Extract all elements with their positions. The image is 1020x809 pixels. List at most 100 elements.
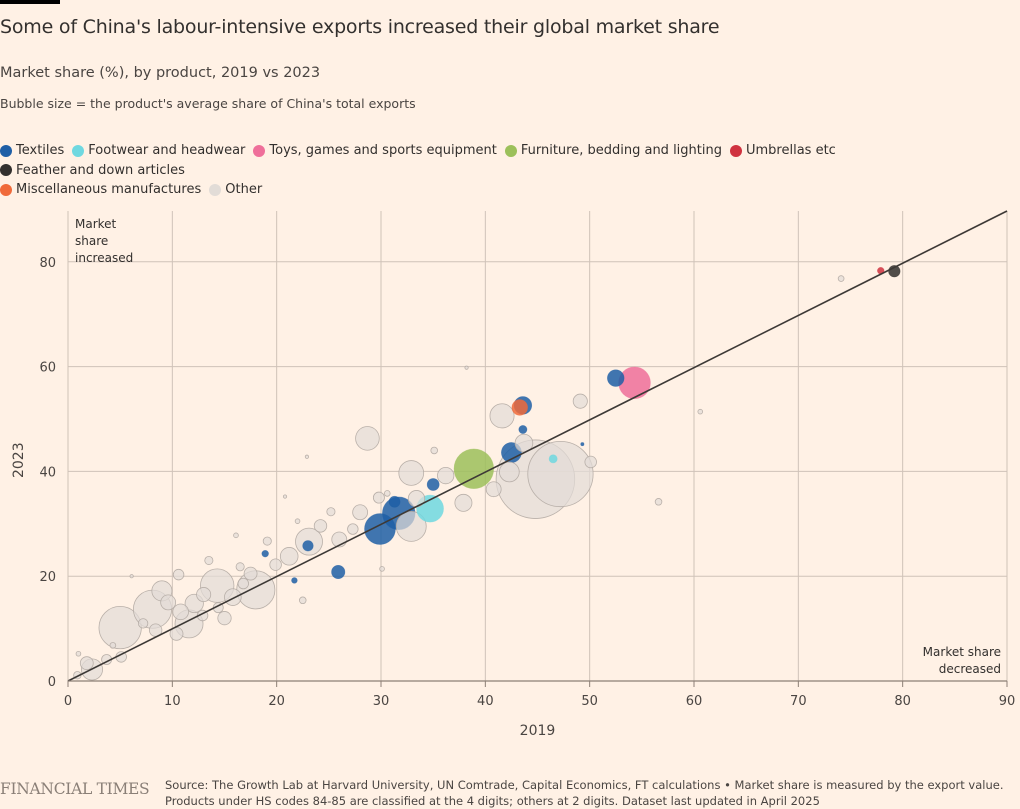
legend-item-umbrellas: Umbrellas etc <box>730 142 836 159</box>
bubble-textiles <box>607 369 625 387</box>
bubbles <box>73 265 901 681</box>
bubble-textiles <box>291 577 298 584</box>
bubble-chart: 0 10 20 30 40 50 60 70 80 90 0 20 40 60 80 Market share… <box>11 210 1016 739</box>
bubble-textiles <box>261 550 269 558</box>
bubble-other <box>383 490 391 497</box>
bubble-other <box>430 446 438 455</box>
x-axis-title: 2019 <box>520 723 556 739</box>
legend-item-textiles: Textiles <box>0 142 64 159</box>
legend: Textiles Footwear and headwear Toys, games… <box>0 142 1010 201</box>
x-tick-label: 60 <box>686 694 703 709</box>
legend-label: Umbrellas etc <box>746 143 836 158</box>
bubble-other <box>527 440 594 508</box>
x-tick-label: 10 <box>164 694 181 709</box>
bubble-other <box>437 466 455 485</box>
bubble-other <box>224 588 242 606</box>
bubble-other <box>160 594 177 611</box>
annotation-line: decreased <box>939 662 1001 676</box>
bubble-other <box>298 596 307 605</box>
legend-swatch-footwear <box>72 144 85 157</box>
legend-swatch-furniture <box>504 144 517 157</box>
bubble-other <box>584 455 597 469</box>
bubble-other <box>347 523 359 535</box>
legend-swatch-feather <box>0 164 12 176</box>
bubble-misc <box>511 399 528 416</box>
annotation-line: share <box>75 234 108 248</box>
legend-item-misc: Miscellaneous manufactures <box>0 181 201 198</box>
bubble-other <box>217 611 232 626</box>
bubble-size-note: Bubble size = the product's average shar… <box>0 96 416 111</box>
x-tick-label: 90 <box>999 694 1016 709</box>
legend-item-furniture: Furniture, bedding and lighting <box>504 142 722 159</box>
bubble-other <box>313 519 328 533</box>
bubble-textiles <box>388 495 401 508</box>
annotation-line: increased <box>75 251 133 265</box>
bubble-other <box>485 481 502 498</box>
bubble-footwear <box>548 454 558 464</box>
bubble-textiles <box>426 478 440 491</box>
x-tick-label: 30 <box>373 694 390 709</box>
bubble-other <box>282 494 288 499</box>
bubble-textiles <box>518 425 528 434</box>
y-tick-label: 0 <box>48 675 56 690</box>
bubble-other <box>489 403 515 429</box>
source-note: Source: The Growth Lab at Harvard Univer… <box>165 778 1004 808</box>
bubble-other <box>654 498 663 506</box>
legend-label: Feather and down articles <box>16 162 185 178</box>
bubble-other <box>304 454 309 459</box>
y-tick-label: 20 <box>39 570 56 585</box>
bubble-other <box>697 408 704 415</box>
bubble-other <box>262 536 272 546</box>
reference-line-group <box>67 210 1008 682</box>
bubble-furniture <box>453 448 494 489</box>
bubble-other <box>464 365 469 370</box>
annotation-market-share-decreased: Market share decreased <box>923 645 1001 676</box>
legend-swatch-misc <box>0 183 12 196</box>
legend-label: Other <box>225 182 263 197</box>
bubble-other <box>294 518 301 524</box>
bubble-textiles <box>580 442 585 447</box>
y-axis-title: 2023 <box>11 442 27 478</box>
legend-item-toys: Toys, games and sports equipment <box>253 142 497 159</box>
bubble-other <box>196 587 212 603</box>
bubble-other <box>109 642 117 649</box>
bubble-other <box>454 493 473 512</box>
bubble-toys <box>618 366 651 400</box>
bubble-other <box>79 656 94 671</box>
bubble-other <box>269 558 282 571</box>
bubble-other <box>572 393 588 409</box>
x-tick-label: 40 <box>477 694 494 709</box>
bubble-textiles <box>331 565 346 580</box>
legend-swatch-umbrellas <box>730 144 742 157</box>
bubble-other <box>326 507 336 517</box>
x-tick-label: 0 <box>64 694 72 709</box>
legend-swatch-other <box>209 183 222 196</box>
bubble-other <box>172 603 189 621</box>
bubble-other <box>355 426 380 451</box>
annotation-line: Market <box>75 217 117 231</box>
legend-item-feather: Feather and down articles <box>0 162 185 179</box>
bubble-other <box>75 650 82 657</box>
bubble-textiles <box>364 513 396 545</box>
legend-label: Footwear and headwear <box>88 143 246 158</box>
annotation-market-share-increased: Market share increased <box>75 217 133 265</box>
x-tick-label: 70 <box>790 694 807 709</box>
legend-item-footwear: Footwear and headwear <box>72 142 245 159</box>
x-tick-label: 50 <box>581 694 598 709</box>
legend-label: Textiles <box>16 143 65 158</box>
y-tick-label: 60 <box>39 361 56 376</box>
legend-label: Furniture, bedding and lighting <box>520 143 722 158</box>
bubble-other <box>379 566 385 572</box>
y-tick-label: 80 <box>39 256 56 271</box>
legend-swatch-textiles <box>0 144 12 157</box>
legend-swatch-toys <box>253 144 266 157</box>
legend-item-other: Other <box>209 181 262 198</box>
bubble-other <box>233 532 239 539</box>
ft-logo: FINANCIAL TIMES <box>0 780 150 798</box>
legend-label: Toys, games and sports equipment <box>269 143 497 158</box>
bubble-other <box>172 568 185 581</box>
chart-title: Some of China's labour-intensive exports… <box>0 16 720 38</box>
ft-top-bar <box>0 0 60 4</box>
x-tick-label: 80 <box>894 694 911 709</box>
y-tick-label: 40 <box>39 465 56 480</box>
